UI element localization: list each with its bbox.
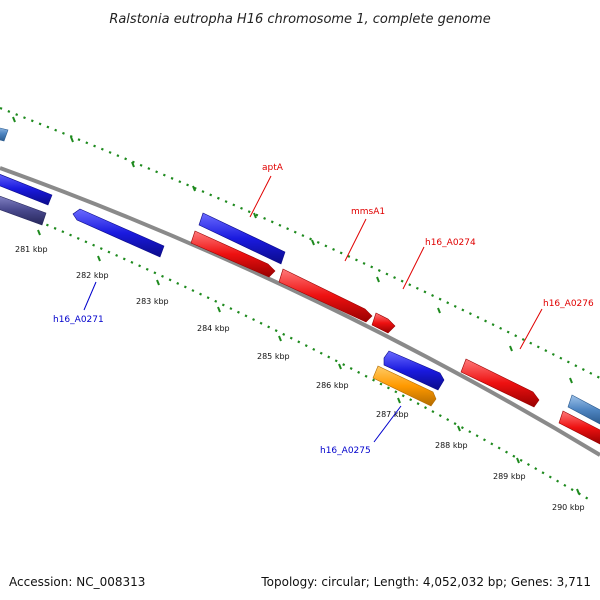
outer-tick: [311, 239, 315, 246]
inner-tick: [516, 457, 520, 464]
inner-tick-row: [0, 203, 591, 501]
outer-tick: [569, 377, 573, 384]
inner-tick: [37, 229, 41, 236]
leader-mmsa1: [344, 218, 367, 262]
map-title: Ralstonia eutropha H16 chromosome 1, com…: [109, 12, 490, 27]
gene-blue-mid[interactable]: [383, 350, 445, 391]
gene-blue-left[interactable]: [0, 172, 53, 206]
leader-apta: [249, 175, 272, 218]
inner-tick: [97, 255, 101, 262]
gene-mmsa1[interactable]: [278, 268, 373, 323]
label-h16-a0275[interactable]: h16_A0275: [320, 446, 371, 456]
outer-tick: [437, 307, 441, 314]
label-leaders: [83, 175, 543, 443]
tick-label: 290 kbp: [552, 503, 585, 512]
outer-tick: [131, 161, 135, 168]
inner-tick: [576, 488, 580, 495]
gene-steelblue-left[interactable]: [0, 126, 9, 142]
gene-h16-a0275[interactable]: [372, 365, 437, 407]
tick-label: 289 kbp: [493, 472, 526, 481]
gene-h16-a0276[interactable]: [460, 358, 540, 408]
gene-h16-a0271[interactable]: [72, 208, 165, 258]
outer-major-ticks: [12, 116, 573, 384]
outer-tick: [12, 116, 16, 123]
outer-tick-row: [0, 106, 600, 379]
gene-red-right[interactable]: [558, 410, 600, 445]
gene-red-1[interactable]: [190, 230, 276, 278]
inner-dotted-track: [0, 203, 591, 501]
label-apta[interactable]: aptA: [262, 163, 284, 173]
outer-tick: [253, 212, 257, 219]
leader-h16-a0275: [373, 405, 402, 443]
outer-tick: [509, 345, 513, 352]
chromosome-backbone: [0, 166, 600, 457]
genes: [0, 126, 600, 445]
tick-labels: 281 kbp 282 kbp 283 kbp 284 kbp 285 kbp …: [15, 245, 585, 512]
label-h16-a0274[interactable]: h16_A0274: [425, 238, 476, 248]
tick-label: 286 kbp: [316, 381, 349, 390]
label-mmsa1[interactable]: mmsA1: [351, 207, 385, 217]
inner-tick: [338, 363, 342, 370]
label-h16-a0271[interactable]: h16_A0271: [53, 315, 104, 325]
inner-tick: [217, 306, 221, 313]
gene-slate-left[interactable]: [0, 194, 47, 226]
outer-tick: [70, 136, 74, 143]
gene-apta[interactable]: [198, 212, 286, 265]
genome-summary-text: Topology: circular; Length: 4,052,032 bp…: [260, 575, 591, 589]
outer-tick: [192, 185, 196, 192]
tick-label: 283 kbp: [136, 297, 169, 306]
inner-tick: [156, 279, 160, 286]
gene-h16-a0274[interactable]: [371, 312, 396, 334]
accession-text: Accession: NC_008313: [9, 575, 145, 589]
tick-label: 287 kbp: [376, 410, 409, 419]
gene-labels: aptA mmsA1 h16_A0274 h16_A0276 h16_A0271…: [53, 163, 594, 456]
tick-label: 284 kbp: [197, 324, 230, 333]
gene-steelblue-right[interactable]: [567, 394, 600, 425]
outer-dotted-track: [0, 106, 600, 379]
label-h16-a0276[interactable]: h16_A0276: [543, 299, 594, 309]
leader-h16-a0274: [402, 246, 425, 290]
tick-label: 281 kbp: [15, 245, 48, 254]
inner-major-ticks: [37, 229, 580, 495]
outer-tick: [376, 276, 380, 283]
inner-tick: [397, 397, 401, 404]
leader-h16-a0271: [83, 281, 97, 311]
inner-tick: [278, 335, 282, 342]
tick-label: 282 kbp: [76, 271, 109, 280]
inner-tick: [457, 425, 461, 432]
leader-h16-a0276: [519, 308, 543, 350]
tick-label: 288 kbp: [435, 441, 468, 450]
tick-label: 285 kbp: [257, 352, 290, 361]
